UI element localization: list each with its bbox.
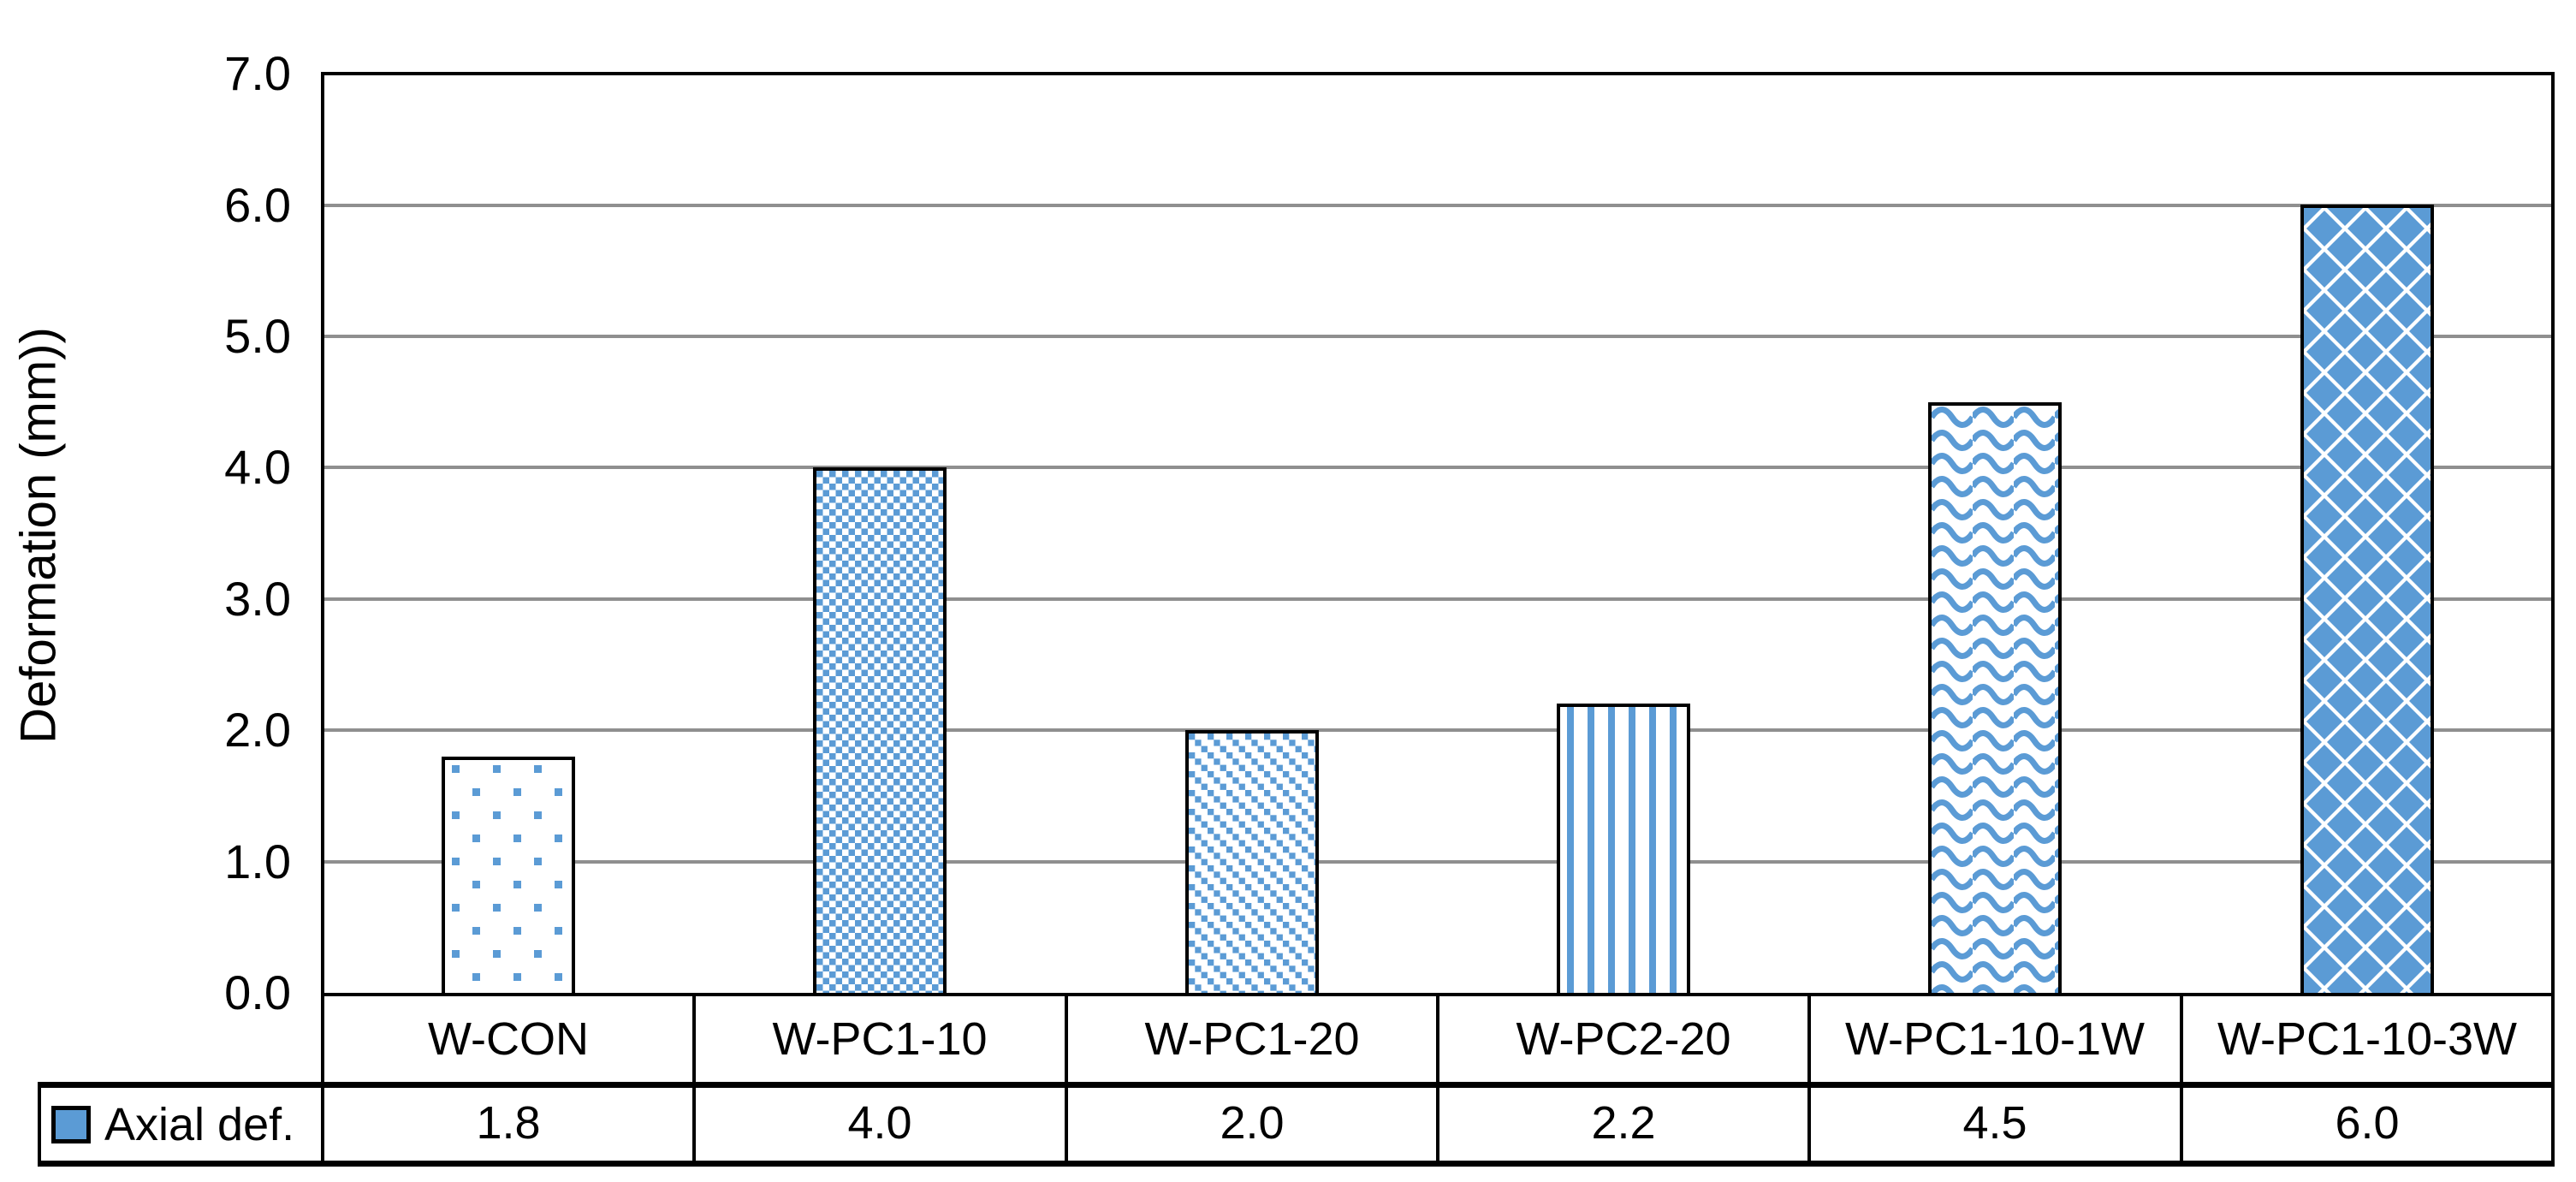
table-value-w-pc1-10-3w: 6.0 — [2335, 1097, 2400, 1149]
y-tick-0: 0.0 — [224, 965, 291, 1019]
y-tick-4: 4.0 — [224, 440, 291, 494]
category-label-w-pc1-10: W-PC1-10 — [772, 1013, 988, 1065]
table-column-separator — [1065, 993, 1068, 1167]
category-label-w-pc1-10-1w: W-PC1-10-1W — [1844, 1013, 2146, 1065]
table-column-separator — [1807, 993, 1811, 1167]
y-tick-6: 6.0 — [224, 178, 291, 232]
y-tick-2: 2.0 — [224, 703, 291, 757]
plot-top-border — [321, 72, 2555, 75]
bar-w-con — [442, 757, 575, 993]
y-tick-1: 1.0 — [224, 835, 291, 888]
table-left-border — [38, 1082, 41, 1167]
gridline-2 — [324, 728, 2551, 732]
table-value-w-con: 1.8 — [476, 1097, 541, 1149]
category-label-w-pc1-10-3w: W-PC1-10-3W — [2217, 1013, 2518, 1065]
bar-w-pc1-20 — [1185, 730, 1319, 993]
table-column-separator — [692, 993, 696, 1167]
category-label-w-con: W-CON — [428, 1013, 589, 1065]
bar-w-pc1-10 — [813, 467, 947, 993]
gridline-6 — [324, 204, 2551, 207]
table-bottom-border — [38, 1161, 2555, 1167]
gridline-1 — [324, 860, 2551, 864]
legend-label: Axial def. — [104, 1098, 295, 1150]
plot-right-border — [2551, 72, 2555, 1167]
y-tick-3: 3.0 — [224, 572, 291, 626]
table-row-separator — [38, 1082, 2555, 1088]
y-tick-7: 7.0 — [224, 46, 291, 100]
legend-cell: Axial def. — [38, 1088, 321, 1161]
bar-w-pc1-10-1w — [1928, 402, 2062, 993]
legend-swatch — [51, 1105, 91, 1143]
y-tick-5: 5.0 — [224, 309, 291, 363]
table-value-w-pc1-10-1w: 4.5 — [1962, 1097, 2027, 1149]
table-value-w-pc2-20: 2.2 — [1591, 1097, 1656, 1149]
category-label-w-pc2-20: W-PC2-20 — [1516, 1013, 1731, 1065]
category-label-w-pc1-20: W-PC1-20 — [1144, 1013, 1360, 1065]
plot-left-border — [321, 72, 324, 1167]
table-value-w-pc1-10: 4.0 — [847, 1097, 912, 1149]
bar-w-pc2-20 — [1557, 704, 1690, 993]
table-column-separator — [2180, 993, 2183, 1167]
bar-w-pc1-10-3w — [2300, 205, 2434, 993]
gridline-3 — [324, 597, 2551, 601]
table-value-w-pc1-20: 2.0 — [1220, 1097, 1285, 1149]
gridline-5 — [324, 335, 2551, 338]
gridline-4 — [324, 466, 2551, 469]
y-axis-title: Deformation (mm)) — [10, 327, 67, 744]
table-column-separator — [1436, 993, 1439, 1167]
